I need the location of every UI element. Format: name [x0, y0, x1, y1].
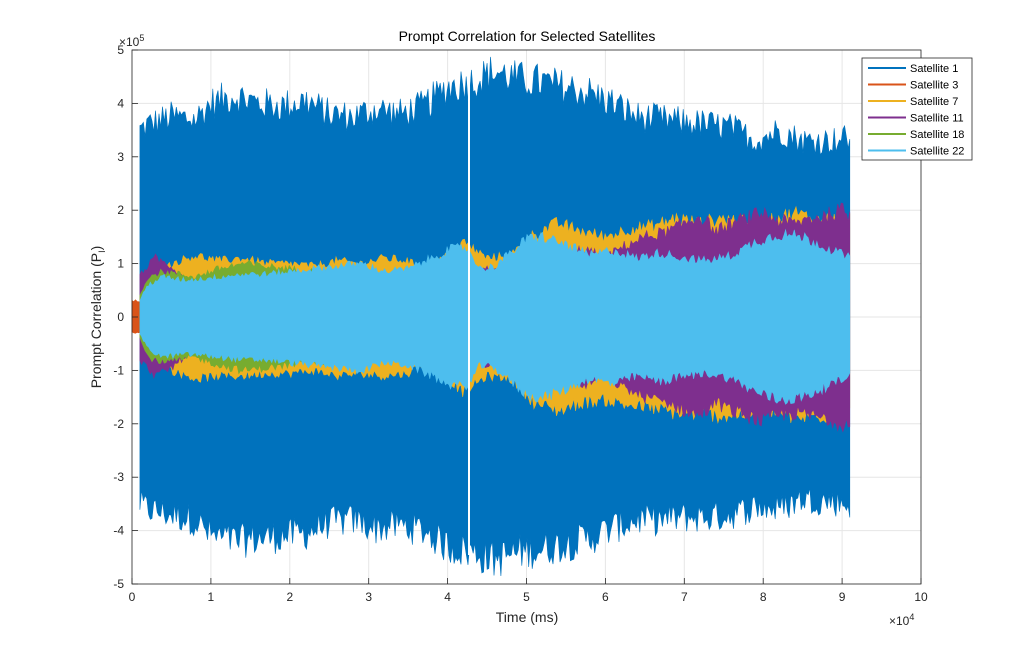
y-axis-label-sub: I	[97, 250, 107, 253]
legend-label-6: Satellite 22	[910, 146, 964, 158]
y-tick-label-7: 2	[117, 203, 124, 217]
x-tick-label-0: 0	[129, 590, 136, 604]
y-axis-label-close: )	[88, 246, 104, 251]
x-axis-label: Time (ms)	[496, 609, 558, 625]
y-tick-label-2: -3	[113, 470, 124, 484]
y-exponent-base: ×10	[119, 35, 140, 49]
x-tick-label-2: 2	[286, 590, 293, 604]
y-axis-label: Prompt Correlation (PI)	[88, 246, 107, 389]
y-exponent: ×105	[119, 33, 144, 49]
series-6-band	[139, 228, 851, 405]
legend-label-3: Satellite 7	[910, 96, 958, 108]
x-tick-label-1: 1	[208, 590, 215, 604]
y-tick-label-8: 3	[117, 150, 124, 164]
legend-box	[861, 57, 973, 161]
legend: Satellite 1 Satellite 3 Satellite 7 Satelli…	[861, 57, 973, 161]
y-tick-label-6: 1	[117, 257, 124, 271]
y-axis-label-main: Prompt Correlation (P	[88, 253, 104, 388]
x-tick-label-10: 10	[914, 590, 928, 604]
legend-label-2: Satellite 3	[910, 80, 958, 92]
x-exponent: ×104	[889, 612, 914, 628]
y-tick-label-1: -4	[113, 524, 124, 538]
y-tick-label-3: -2	[113, 417, 124, 431]
x-tick-label-9: 9	[839, 590, 846, 604]
y-tick-label-0: -5	[113, 577, 124, 591]
y-tick-label-5: 0	[117, 310, 124, 324]
x-tick-label-7: 7	[681, 590, 688, 604]
legend-label-4: Satellite 11	[910, 113, 964, 125]
x-tick-label-3: 3	[365, 590, 372, 604]
series-layer	[131, 56, 851, 577]
x-tick-label-8: 8	[760, 590, 767, 604]
x-exponent-power: 4	[909, 612, 914, 622]
y-tick-label-4: -1	[113, 363, 124, 377]
legend-label-5: Satellite 18	[910, 129, 964, 141]
tick-labels: 0 1 2 3 4 5 6 7 8 9 10 -5 -4 -3 -2 -1 0 1 2 3 4 5	[113, 43, 928, 604]
chart-title: Prompt Correlation for Selected Satellit…	[399, 28, 656, 44]
x-tick-label-6: 6	[602, 590, 609, 604]
x-tick-label-4: 4	[444, 590, 451, 604]
y-tick-label-9: 4	[117, 96, 124, 110]
ticks	[131, 49, 922, 585]
x-tick-label-5: 5	[523, 590, 530, 604]
y-tick-label-10: 5	[117, 43, 124, 57]
legend-label-1: Satellite 1	[910, 63, 958, 75]
y-exponent-power: 5	[139, 33, 144, 43]
x-exponent-base: ×10	[889, 614, 910, 628]
